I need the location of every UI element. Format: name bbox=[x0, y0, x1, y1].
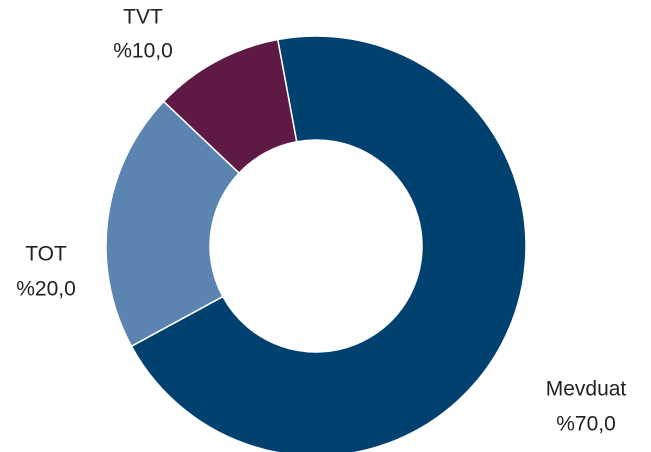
donut-slice bbox=[130, 35, 527, 452]
slice-value-label: %20,0 bbox=[16, 278, 76, 301]
slice-value-label: %10,0 bbox=[113, 40, 173, 63]
slice-value-label: %70,0 bbox=[556, 413, 616, 436]
slice-label: Mevduat bbox=[546, 378, 627, 401]
slice-label: TVT bbox=[123, 6, 163, 29]
donut-slice bbox=[162, 38, 298, 175]
slice-label: TOT bbox=[25, 243, 67, 266]
donut-slice bbox=[105, 100, 241, 348]
